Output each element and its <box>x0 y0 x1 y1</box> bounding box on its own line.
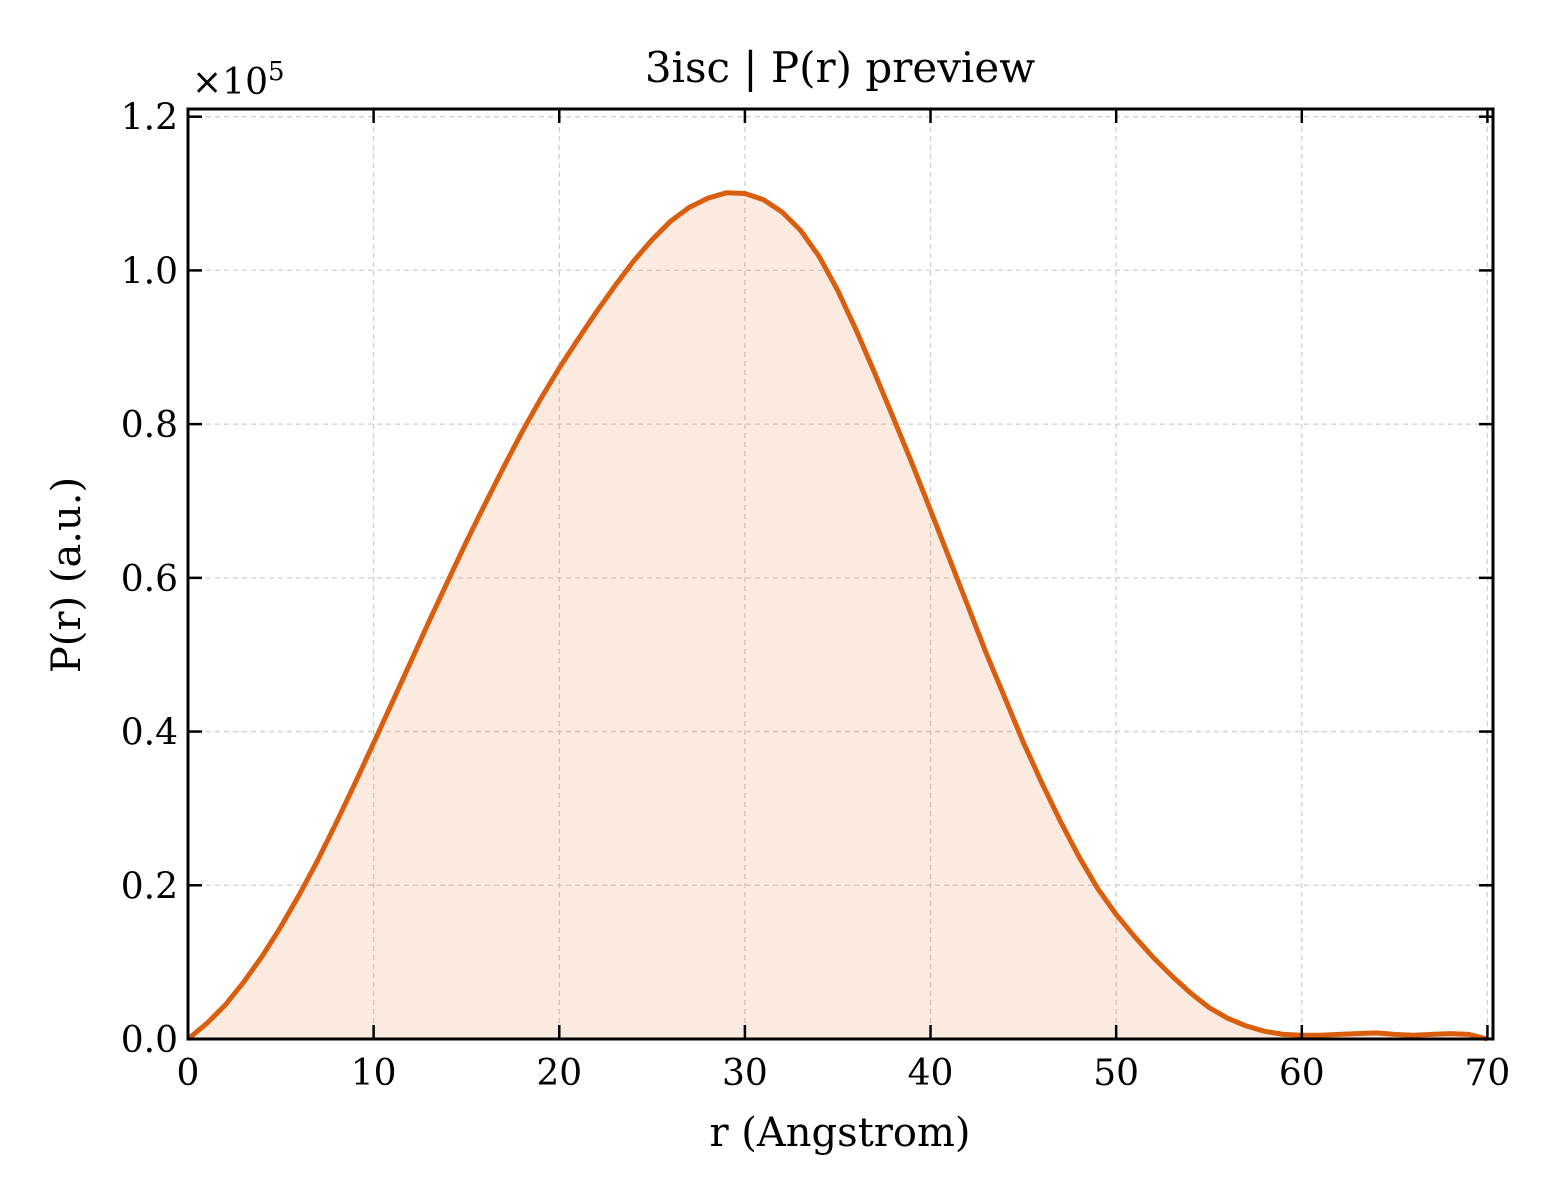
x-tick-label: 20 <box>536 1053 582 1094</box>
x-axis: 0 10 20 30 40 50 60 70 <box>177 109 1511 1094</box>
y-axis-label: P(r) (a.u.) <box>44 477 90 673</box>
x-tick-label: 10 <box>351 1053 397 1094</box>
y-tick-label: 0.8 <box>121 405 178 446</box>
chart-title: 3isc | P(r) preview <box>645 43 1035 92</box>
x-tick-label: 40 <box>908 1053 954 1094</box>
y-tick-label: 0.6 <box>121 559 178 600</box>
x-tick-label: 50 <box>1093 1053 1139 1094</box>
y-tick-label: 1.2 <box>121 98 178 139</box>
x-axis-label: r (Angstrom) <box>709 1110 970 1156</box>
offset-base: ×10 <box>192 62 268 103</box>
y-tick-label: 0.4 <box>121 713 178 754</box>
y-tick-label: 1.0 <box>121 251 178 292</box>
series-area-fill <box>188 192 1488 1040</box>
y-axis: 0.0 0.2 0.4 0.6 0.8 1.0 1.2 <box>121 98 1493 1061</box>
grid <box>188 109 1493 1039</box>
offset-exponent: 5 <box>268 57 285 87</box>
x-tick-label: 30 <box>722 1053 768 1094</box>
y-tick-label: 0.0 <box>121 1020 178 1061</box>
series-line <box>186 190 1489 1042</box>
x-tick-label: 70 <box>1465 1053 1511 1094</box>
x-tick-label: 0 <box>177 1053 200 1094</box>
y-tick-label: 0.2 <box>121 866 178 907</box>
plot-frame <box>186 107 1495 1041</box>
y-axis-offset-label: ×105 <box>192 57 285 103</box>
x-tick-label: 60 <box>1279 1053 1325 1094</box>
